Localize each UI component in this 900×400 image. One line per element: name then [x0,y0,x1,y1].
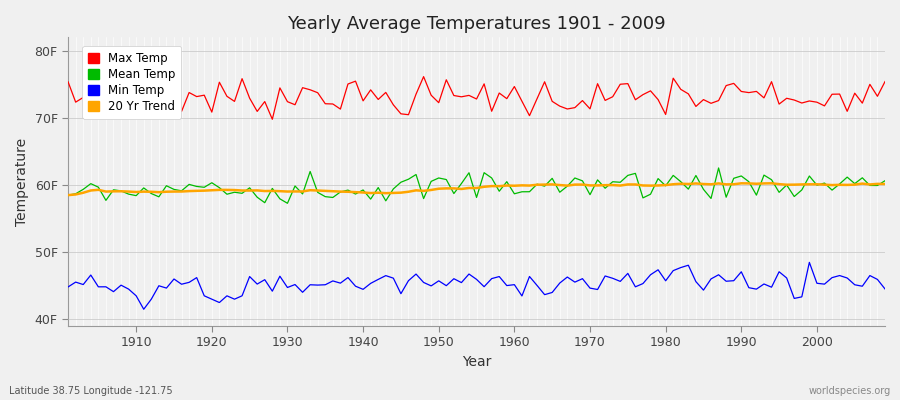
Legend: Max Temp, Mean Temp, Min Temp, 20 Yr Trend: Max Temp, Mean Temp, Min Temp, 20 Yr Tre… [82,46,182,119]
Y-axis label: Temperature: Temperature [15,138,29,226]
Text: worldspecies.org: worldspecies.org [809,386,891,396]
Title: Yearly Average Temperatures 1901 - 2009: Yearly Average Temperatures 1901 - 2009 [287,15,666,33]
X-axis label: Year: Year [462,355,491,369]
Text: Latitude 38.75 Longitude -121.75: Latitude 38.75 Longitude -121.75 [9,386,173,396]
